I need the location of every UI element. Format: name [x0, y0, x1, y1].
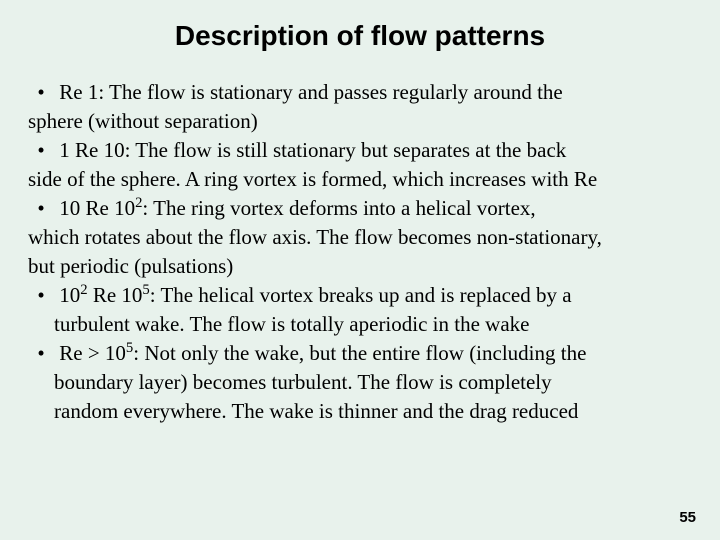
body-content: • Re 1: The flow is stationary and passe… [28, 78, 692, 426]
bullet-range: 102 Re 105: [59, 283, 155, 307]
bullet-1: • Re 1: The flow is stationary and passe… [28, 78, 692, 107]
bullet-4-cont: turbulent wake. The flow is totally aper… [28, 310, 692, 339]
bullet-5: • Re > 105: Not only the wake, but the e… [28, 339, 692, 368]
bullet-5-cont-1: boundary layer) becomes turbulent. The f… [28, 368, 692, 397]
bullet-2-cont: side of the sphere. A ring vortex is for… [28, 165, 692, 194]
bullet-3: • 10 Re 102: The ring vortex deforms int… [28, 194, 692, 223]
bullet-range: 10 Re 102: [59, 196, 148, 220]
bullet-2: • 1 Re 10: The flow is still stationary … [28, 136, 692, 165]
page-number: 55 [679, 509, 696, 526]
bullet-marker: • [28, 78, 54, 107]
bullet-body: Not only the wake, but the entire flow (… [144, 341, 586, 365]
bullet-range: Re > 105: [59, 341, 139, 365]
bullet-body: The flow is still stationary but separat… [135, 138, 566, 162]
bullet-body: The flow is stationary and passes regula… [109, 80, 563, 104]
bullet-1-cont: sphere (without separation) [28, 107, 692, 136]
bullet-marker: • [28, 339, 54, 368]
bullet-4: • 102 Re 105: The helical vortex breaks … [28, 281, 692, 310]
bullet-3-cont-2: but periodic (pulsations) [28, 252, 692, 281]
slide-title: Description of flow patterns [28, 20, 692, 52]
bullet-range: Re 1: [59, 80, 104, 104]
bullet-marker: • [28, 136, 54, 165]
bullet-range: 1 Re 10: [59, 138, 130, 162]
bullet-body: The helical vortex breaks up and is repl… [160, 283, 571, 307]
bullet-marker: • [28, 281, 54, 310]
bullet-body: The ring vortex deforms into a helical v… [153, 196, 536, 220]
bullet-3-cont-1: which rotates about the flow axis. The f… [28, 223, 692, 252]
bullet-5-cont-2: random everywhere. The wake is thinner a… [28, 397, 692, 426]
bullet-marker: • [28, 194, 54, 223]
